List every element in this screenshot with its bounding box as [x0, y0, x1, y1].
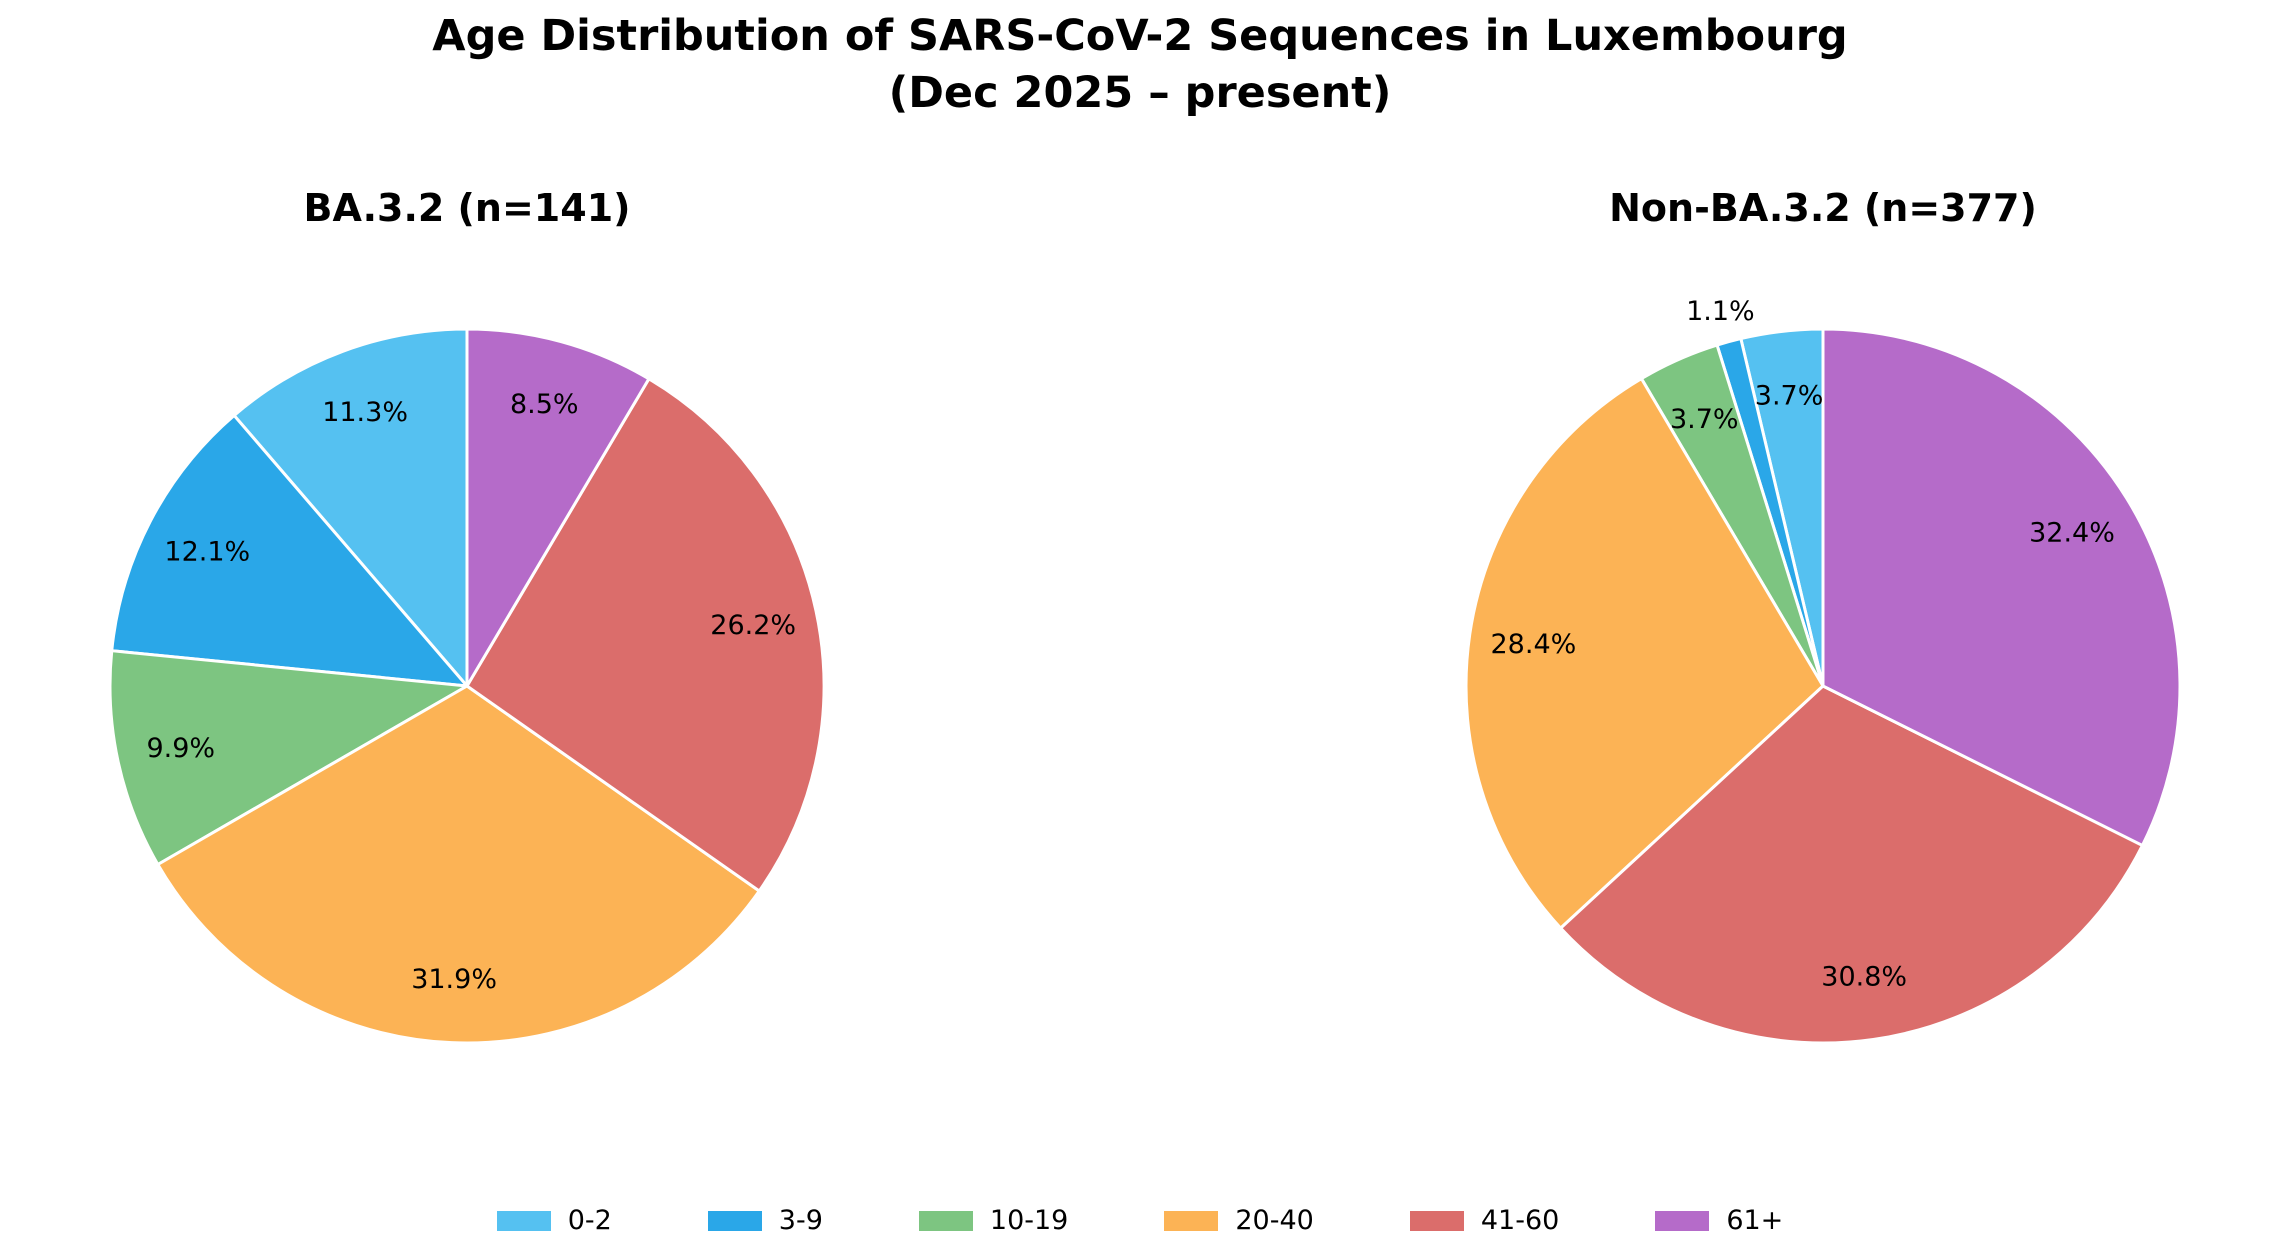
pct-label-41-60: 26.2% [710, 610, 796, 641]
pct-label-3-9: 12.1% [164, 536, 250, 567]
legend-item-3-9: 3-9 [707, 1205, 823, 1236]
pie-slice-61+ [465, 327, 651, 688]
pie-title-ba32: BA.3.2 (n=141) [303, 186, 631, 230]
pct-label-41-60: 30.8% [1821, 961, 1907, 992]
legend-item-0-2: 0-2 [496, 1205, 612, 1236]
legend-item-20-40: 20-40 [1164, 1205, 1314, 1236]
legend-swatch-10-19 [918, 1210, 973, 1231]
pct-label-61+: 8.5% [510, 389, 579, 420]
pie-slice-20-40 [1464, 377, 1825, 930]
pie-1: 3.7% 1.1% 3.7% 28.4% 30.8% 32.4% [1464, 296, 2182, 1045]
legend-swatch-0-2 [496, 1210, 551, 1231]
pct-label-10-19: 3.7% [1670, 404, 1739, 435]
legend-item-41-60: 41-60 [1409, 1205, 1560, 1236]
pie-slice-10-19 [108, 649, 469, 866]
pct-label-0-2: 11.3% [322, 397, 408, 428]
legend-swatch-3-9 [707, 1210, 762, 1231]
pie-slice-61+ [1821, 327, 2182, 847]
legend-item-10-19: 10-19 [918, 1205, 1069, 1236]
pie-slice-3-9 [110, 413, 469, 688]
pct-label-3-9: 1.1% [1686, 296, 1755, 327]
pie-slice-20-40 [156, 684, 761, 1045]
legend-label-61plus: 61+ [1726, 1205, 1784, 1236]
legend: 0-2 3-9 10-19 20-40 41-60 61+ [0, 1207, 2280, 1234]
chart-title-line1: Age Distribution of SARS-CoV-2 Sequences… [432, 11, 1848, 61]
pie-charts: 11.3%12.1%9.9%31.9%26.2%8.5% 3.7%1.1%3.7%… [108, 296, 2182, 1045]
pct-label-20-40: 28.4% [1491, 629, 1577, 660]
legend-swatch-20-40 [1164, 1210, 1219, 1231]
pie-title-non-ba32: Non-BA.3.2 (n=377) [1609, 186, 2037, 230]
legend-label-0-2: 0-2 [567, 1205, 612, 1236]
pie-slice-41-60 [465, 377, 826, 893]
chart-title-line2: (Dec 2025 – present) [888, 68, 1392, 118]
legend-label-10-19: 10-19 [989, 1205, 1069, 1236]
pct-label-0-2: 3.7% [1755, 381, 1824, 412]
pct-label-61+: 32.4% [2029, 517, 2115, 548]
chart-title: Age Distribution of SARS-CoV-2 Sequences… [0, 8, 2280, 122]
pct-label-20-40: 31.9% [411, 964, 497, 995]
pie-slice-41-60 [1559, 684, 2144, 1045]
legend-item-61plus: 61+ [1655, 1207, 1783, 1234]
pie-0: 11.3% 12.1% 9.9% 31.9% 26.2% 8.5% [108, 327, 826, 1045]
pie-slice-0-2 [232, 327, 469, 688]
legend-label-3-9: 3-9 [778, 1205, 823, 1236]
pct-label-10-19: 9.9% [146, 733, 215, 764]
legend-swatch-41-60 [1409, 1210, 1464, 1231]
legend-swatch-61plus [1655, 1210, 1710, 1231]
legend-label-41-60: 41-60 [1480, 1205, 1560, 1236]
legend-label-20-40: 20-40 [1235, 1205, 1314, 1236]
